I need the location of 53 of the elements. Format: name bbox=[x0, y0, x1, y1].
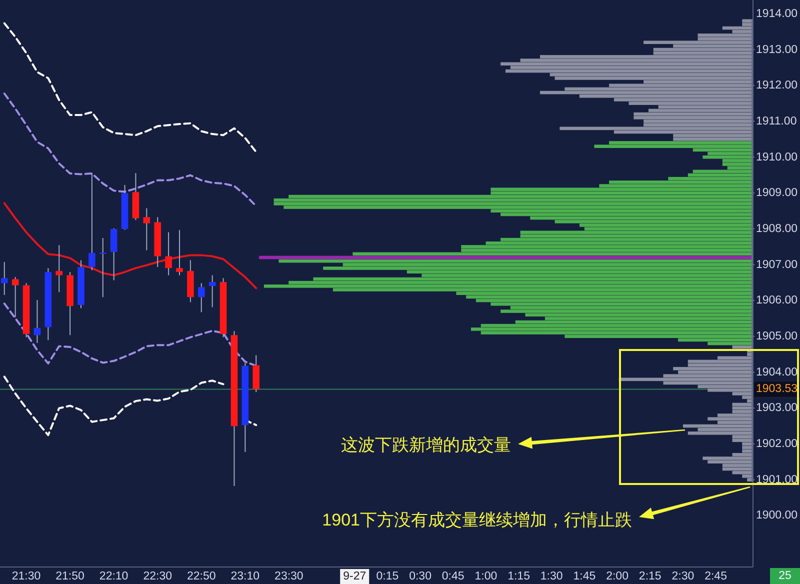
x-tick-label: 2:15 bbox=[638, 570, 662, 582]
y-tick-label: 1911.00 bbox=[756, 116, 797, 128]
y-tick-label: 1910.00 bbox=[756, 151, 798, 164]
candlestick bbox=[110, 228, 118, 281]
candlestick bbox=[88, 172, 96, 271]
y-tick-label: 1907.00 bbox=[756, 258, 798, 271]
y-tick-label: 1905.00 bbox=[756, 330, 798, 343]
x-tick-label: 22:30 bbox=[143, 570, 172, 582]
x-tick-label: 2:45 bbox=[704, 570, 727, 582]
candlestick bbox=[165, 232, 172, 276]
candlestick bbox=[34, 299, 41, 344]
line-series bbox=[3, 92, 258, 208]
x-tick-label: 21:30 bbox=[12, 570, 41, 582]
y-tick-label: 1912.00 bbox=[756, 80, 798, 92]
x-tick-label: 1:00 bbox=[474, 570, 498, 582]
annotation: 这波下跌新增的成交量 bbox=[341, 436, 511, 454]
y-tick-label: 1909.00 bbox=[756, 187, 798, 200]
x-tick-label: 0:45 bbox=[442, 570, 464, 582]
y-tick-label: 1903.00 bbox=[756, 402, 798, 414]
y-tick-label: 1908.00 bbox=[756, 223, 798, 236]
x-tick-label: 23:30 bbox=[274, 570, 304, 582]
y-tick-label: 1906.00 bbox=[756, 294, 798, 307]
annotation: 1901下方没有成交量继续增加，行情止跌 bbox=[322, 510, 632, 530]
line-series bbox=[3, 202, 258, 290]
y-tick-label: 1913.00 bbox=[756, 44, 798, 56]
candlestick bbox=[12, 276, 19, 318]
x-tick-label: 22:10 bbox=[99, 570, 128, 582]
y-tick-label: 1914.00 bbox=[756, 8, 798, 20]
x-tick-label: 2:30 bbox=[672, 570, 694, 582]
candlestick bbox=[176, 230, 183, 276]
x-tick-label: 1:15 bbox=[508, 570, 530, 582]
candlestick bbox=[0, 261, 8, 296]
x-tick-label: 2:00 bbox=[606, 570, 628, 582]
y-tick-label: 1902.00 bbox=[756, 438, 798, 450]
x-tick-label: 1:30 bbox=[540, 570, 563, 582]
y-tick-label: 1901.00 bbox=[756, 474, 798, 486]
ref-line-label: 1903.53 bbox=[756, 383, 798, 396]
line-series bbox=[3, 22, 258, 153]
x-tick-label: 1:45 bbox=[573, 570, 596, 582]
x-tick-label: 22:50 bbox=[186, 570, 216, 582]
text: 25 bbox=[778, 570, 792, 582]
x-tick-label: 21:50 bbox=[56, 570, 84, 582]
x-tick-label: 23:10 bbox=[230, 570, 260, 582]
x-tick-label: 0:15 bbox=[376, 570, 399, 582]
candlestick bbox=[56, 244, 62, 293]
x-tick-label: 9-27 bbox=[343, 570, 366, 582]
candlestick bbox=[143, 208, 150, 251]
candlestick bbox=[99, 237, 106, 298]
candlestick bbox=[208, 274, 216, 308]
y-tick-label: 1900.00 bbox=[756, 510, 798, 522]
y-tick-label: 1904.00 bbox=[756, 366, 798, 378]
candlestick bbox=[198, 282, 205, 313]
x-tick-label: 0:30 bbox=[409, 570, 432, 582]
